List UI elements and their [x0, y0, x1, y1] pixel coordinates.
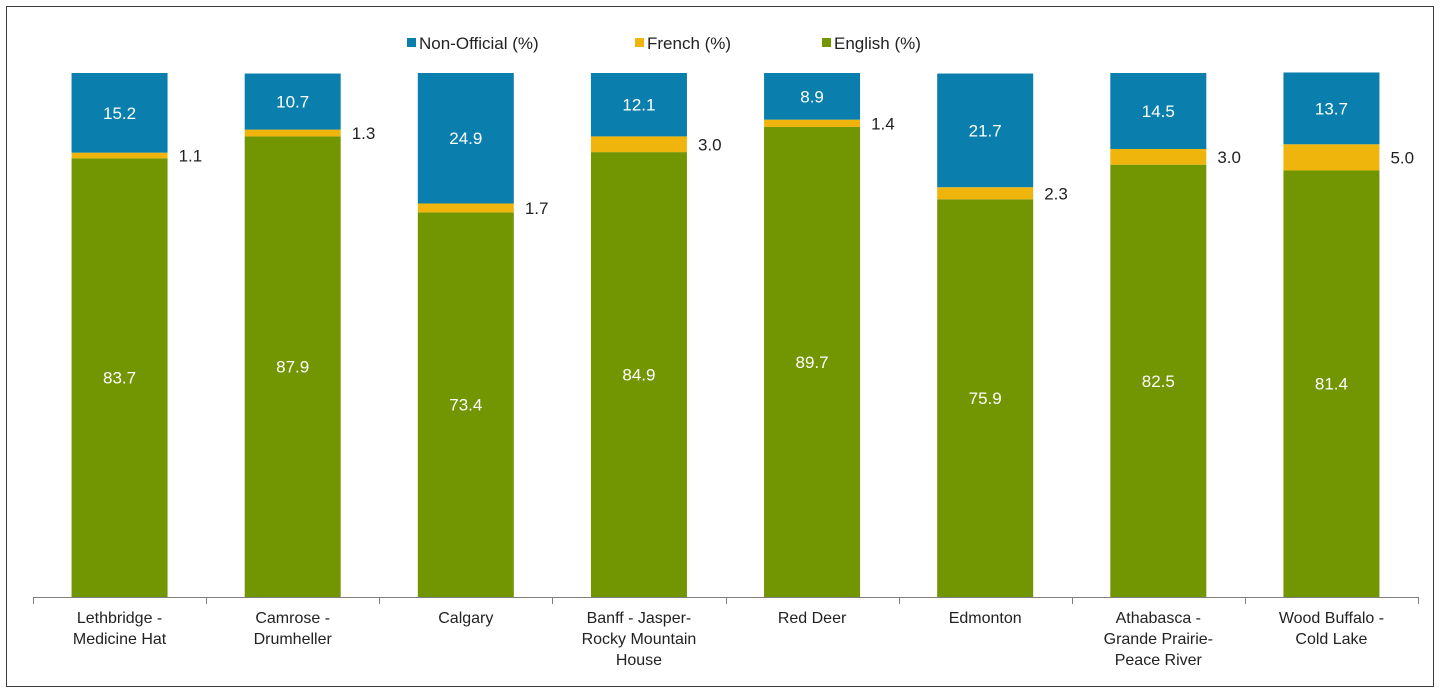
bar-segment: [417, 212, 514, 597]
data-label: 1.1: [179, 147, 203, 166]
data-label: 24.9: [449, 129, 482, 148]
legend-swatch: [635, 38, 644, 47]
data-label: 82.5: [1142, 372, 1175, 391]
chart-frame: [6, 6, 1434, 687]
data-label: 5.0: [1390, 148, 1414, 167]
data-label: 12.1: [622, 96, 655, 115]
data-label: 84.9: [622, 366, 655, 385]
data-label: 21.7: [969, 121, 1002, 140]
data-label: 13.7: [1315, 99, 1348, 118]
bar-segment: [71, 158, 168, 598]
data-label: 8.9: [800, 87, 824, 106]
data-label: 2.3: [1044, 184, 1068, 203]
data-label: 75.9: [969, 389, 1002, 408]
bar-segment: [764, 119, 861, 127]
x-tick-label: Cold Lake: [1295, 631, 1367, 648]
bar-segment: [71, 73, 168, 153]
data-label: 83.7: [103, 369, 136, 388]
x-tick-label: Lethbridge -: [77, 610, 162, 627]
x-tick-label: Edmonton: [949, 610, 1022, 627]
data-label: 81.4: [1315, 375, 1348, 394]
bar-segment: [1110, 148, 1207, 165]
x-tick-label: House: [616, 652, 662, 669]
x-tick-label: Peace River: [1115, 652, 1203, 669]
legend-label: Non-Official (%): [419, 34, 539, 53]
x-tick-label: Banff - Jasper-: [587, 610, 692, 627]
bar-segment: [71, 152, 168, 159]
bar-segment: [417, 203, 514, 213]
legend-swatch: [822, 38, 831, 47]
data-label: 1.7: [525, 199, 549, 218]
data-label: 89.7: [796, 353, 829, 372]
bar-segment: [1110, 73, 1207, 149]
bar-segment: [937, 73, 1034, 188]
data-label: 1.4: [871, 114, 895, 133]
data-label: 3.0: [1217, 148, 1241, 167]
bar-segment: [764, 126, 861, 598]
data-label: 15.2: [103, 104, 136, 123]
x-tick-label: Rocky Mountain: [582, 631, 697, 648]
x-tick-label: Drumheller: [254, 631, 333, 648]
bar-segment: [417, 73, 514, 204]
data-label: 1.3: [352, 124, 376, 143]
bar-segment: [1283, 144, 1380, 171]
x-tick-label: Calgary: [438, 610, 493, 627]
x-tick-label: Wood Buffalo -: [1279, 610, 1384, 627]
legend-swatch: [407, 38, 416, 47]
bar-segment: [937, 187, 1034, 200]
x-tick-label: Medicine Hat: [73, 631, 167, 648]
bar-segment: [590, 136, 687, 153]
data-label: 73.4: [449, 396, 482, 415]
x-tick-label: Athabasca -: [1116, 610, 1201, 627]
x-tick-label: Grande Prairie-: [1104, 631, 1213, 648]
data-label: 14.5: [1142, 102, 1175, 121]
bar-segment: [244, 73, 341, 130]
bar-segment: [244, 129, 341, 137]
bar-segment: [1110, 164, 1207, 597]
data-label: 87.9: [276, 358, 309, 377]
bar-segment: [1283, 72, 1380, 145]
bar-segment: [590, 152, 687, 597]
bar-segment: [764, 73, 861, 120]
bar-segment: [590, 73, 687, 137]
bar-segment: [1283, 170, 1380, 598]
x-tick-label: Red Deer: [778, 610, 847, 627]
legend-label: English (%): [834, 34, 921, 53]
bar-segment: [244, 136, 341, 598]
data-label: 3.0: [698, 135, 722, 154]
data-label: 10.7: [276, 93, 309, 112]
x-tick-label: Camrose -: [255, 610, 330, 627]
bar-segment: [937, 199, 1034, 597]
legend-label: French (%): [647, 34, 731, 53]
